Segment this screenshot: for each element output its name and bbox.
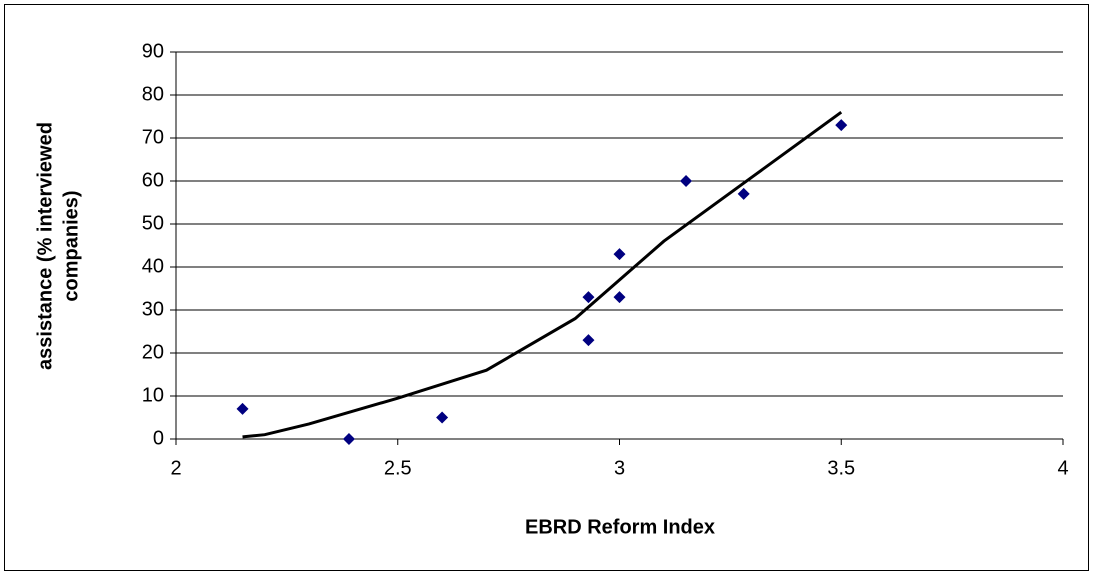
y-axis-title-line: assistance (% interviewed — [34, 122, 56, 370]
y-tick-label: 40 — [142, 255, 164, 277]
y-tick-label: 60 — [142, 169, 164, 191]
point — [737, 187, 750, 200]
y-tick-label: 30 — [142, 298, 164, 320]
point — [582, 291, 595, 304]
point — [342, 433, 355, 445]
point — [613, 248, 626, 261]
y-tick-label: 0 — [153, 427, 164, 449]
chart-border — [4, 4, 1089, 571]
y-axis-title: assistance (% interviewed companies) — [34, 122, 82, 370]
y-tick-label: 20 — [142, 341, 164, 363]
x-tick-label: 2 — [170, 457, 181, 479]
trend-line — [242, 110, 843, 439]
y-tick-label: 50 — [142, 212, 164, 234]
y-tick-label: 80 — [142, 83, 164, 105]
y-axis-title-line: companies) — [60, 190, 82, 301]
point — [835, 119, 848, 132]
y-tick-label: 90 — [142, 40, 164, 62]
x-tick-label: 3.5 — [827, 457, 855, 479]
x-axis-title: EBRD Reform Index — [525, 516, 715, 538]
point — [436, 411, 449, 424]
point — [236, 402, 249, 415]
y-tick-label: 70 — [142, 126, 164, 148]
point — [582, 334, 595, 347]
y-tick-label: 10 — [142, 384, 164, 406]
x-tick-label: 3 — [614, 457, 625, 479]
point — [680, 175, 693, 187]
x-tick-label: 4 — [1057, 457, 1068, 479]
point — [613, 291, 626, 304]
x-tick-label: 2.5 — [384, 457, 412, 479]
